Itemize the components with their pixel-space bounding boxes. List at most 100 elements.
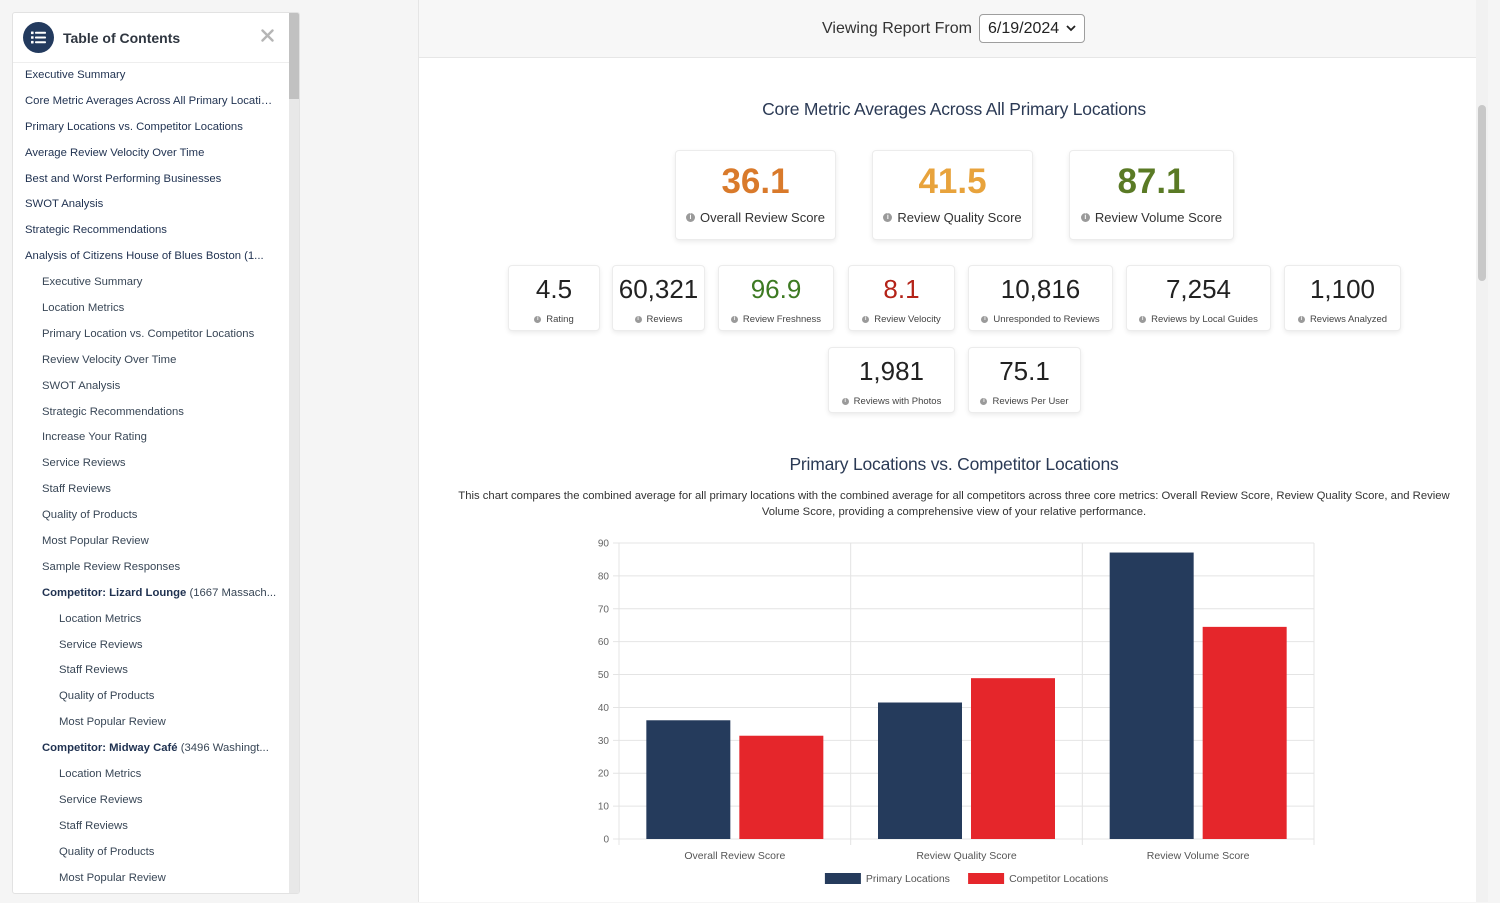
x-tick-label: Review Quality Score (916, 850, 1017, 862)
metric-value: 75.1 (999, 356, 1050, 386)
toc-item-label: Staff Reviews (59, 664, 128, 677)
toc-item[interactable]: SWOT Analysis (13, 374, 290, 400)
toc-scrollbar-thumb[interactable] (289, 13, 299, 99)
toc-item-competitor-name: Competitor: Lizard Lounge (42, 586, 187, 599)
main-scrollbar[interactable] (1476, 0, 1488, 902)
toc-item[interactable]: Executive Summary (13, 63, 290, 89)
comparison-title: Primary Locations vs. Competitor Locatio… (789, 454, 1119, 474)
toc-item[interactable]: Staff Reviews (13, 814, 290, 840)
toc-item-label: Quality of Products (59, 690, 155, 703)
metric-value: 96.9 (750, 274, 802, 304)
toc-item-label: (1667 Massach... (186, 586, 277, 599)
toc-item[interactable]: Quality of Products (13, 684, 290, 710)
metric-value: 1,981 (858, 356, 925, 386)
bar-competitor (739, 735, 824, 839)
x-tick-label: Review Volume Score (1147, 850, 1250, 862)
metric-value: 41.5 (918, 162, 987, 201)
toc-item-label: Best and Worst Performing Businesses (25, 172, 222, 185)
metric-label: Review Freshness (742, 314, 822, 325)
y-tick-label: 80 (598, 571, 610, 582)
info-icon[interactable]: i (1297, 316, 1305, 323)
info-icon[interactable]: i (634, 316, 642, 323)
toc-item[interactable]: Best and Worst Performing Businesses (13, 167, 290, 193)
toc-item-label: Executive Summary (25, 69, 126, 81)
reviews-card: 60,321 i Reviews (612, 265, 705, 331)
review-velocity-card: 8.1 i Review Velocity (848, 265, 955, 331)
toc-item[interactable]: Primary Locations vs. Competitor Locatio… (13, 115, 290, 141)
toc-item[interactable]: Quality of Products (13, 503, 290, 529)
toc-item[interactable]: Location Metrics (13, 762, 290, 788)
toc-item[interactable]: Quality of Products (13, 840, 290, 866)
metric-label: Reviews Per User (992, 396, 1069, 407)
unresponded-reviews-card: 10,816 i Unresponded to Reviews (968, 265, 1113, 331)
toc-item[interactable]: Most Popular Review (13, 710, 290, 736)
review-volume-score-card: 87.1 i Review Volume Score (1069, 150, 1234, 240)
toc-item-label: Service Reviews (59, 793, 143, 806)
toc-item[interactable]: Strategic Recommendations (13, 218, 290, 244)
toc-item[interactable]: Staff Reviews (13, 477, 290, 503)
toc-item-label: Most Popular Review (59, 716, 166, 729)
toc-item[interactable]: Location Metrics (13, 607, 290, 633)
metric-value: 8.1 (883, 274, 920, 304)
toc-item-label: Strategic Recommendations (25, 224, 167, 237)
toc-item-label: Strategic Recommendations (42, 405, 184, 418)
report-date-select[interactable]: 6/19/2024 (978, 14, 1085, 43)
bar-competitor (1202, 626, 1287, 839)
metric-label: Rating (546, 314, 574, 325)
toc-item[interactable]: Increase Your Rating (13, 425, 290, 451)
info-icon[interactable]: i (862, 316, 870, 323)
reviews-with-photos-card: 1,981 i Reviews with Photos (828, 347, 955, 413)
metric-value: 7,254 (1165, 274, 1232, 304)
toc-item[interactable]: Review Velocity Over Time (13, 348, 290, 374)
main-scrollbar-thumb[interactable] (1478, 105, 1486, 281)
info-icon[interactable]: i (730, 316, 738, 323)
toc-item[interactable]: Service Reviews (13, 788, 290, 814)
toc-item[interactable]: Analysis of Citizens House of Blues Bost… (13, 244, 290, 270)
info-icon[interactable]: i (841, 398, 849, 405)
info-icon[interactable]: i (883, 213, 893, 222)
toc-item[interactable]: Core Metric Averages Across All Primary … (13, 89, 290, 115)
toc-item[interactable]: SWOT Analysis (13, 192, 290, 218)
toc-item[interactable]: Competitor: Midway Café (3496 Washingt..… (13, 736, 290, 762)
toc-item-label: Quality of Products (59, 845, 155, 858)
chevron-down-icon (1066, 25, 1076, 32)
toc-item[interactable]: Most Popular Review (13, 866, 290, 892)
toc-item[interactable]: Location Metrics (13, 296, 290, 322)
toc-item[interactable]: Most Popular Review (13, 529, 290, 555)
toc-item[interactable]: Staff Reviews (13, 658, 290, 684)
info-icon[interactable]: i (686, 213, 695, 222)
toc-item[interactable]: Strategic Recommendations (13, 400, 290, 426)
toc-item-competitor-name: Competitor: Midway Café (42, 742, 178, 755)
bar-primary (1109, 552, 1194, 839)
report-date-label: Viewing Report From (822, 19, 972, 37)
y-tick-label: 0 (603, 835, 609, 846)
toc-item[interactable]: Competitor: Lizard Lounge (1667 Massach.… (13, 581, 290, 607)
close-icon[interactable] (259, 27, 275, 43)
toc-item[interactable]: Primary Location vs. Competitor Location… (13, 322, 290, 348)
comparison-description: This chart compares the combined average… (458, 490, 1450, 518)
info-icon[interactable]: i (1139, 316, 1147, 323)
toc-item[interactable]: Sample Review Responses (13, 555, 290, 581)
toc-item[interactable]: Service Reviews (13, 451, 290, 477)
metric-value: 10,816 (1000, 274, 1081, 304)
metric-label: Reviews by Local Guides (1151, 314, 1258, 325)
info-icon[interactable]: i (980, 398, 988, 405)
review-freshness-card: 96.9 i Review Freshness (718, 265, 834, 331)
report-date-bar: Viewing Report From 6/19/2024 (419, 0, 1488, 58)
info-icon[interactable]: i (534, 316, 542, 323)
toc-scrollbar[interactable] (289, 13, 299, 893)
toc-item[interactable]: Average Review Velocity Over Time (13, 141, 290, 167)
metric-label: Reviews with Photos (853, 396, 942, 407)
toc-item[interactable]: Executive Summary (13, 270, 290, 296)
toc-item-label: Primary Locations vs. Competitor Locatio… (25, 120, 243, 133)
info-icon[interactable]: i (1080, 213, 1090, 222)
report-date-value: 6/19/2024 (987, 19, 1060, 37)
y-tick-label: 40 (598, 703, 610, 714)
comparison-chart: 0 10 20 30 40 50 60 70 80 90 Overall Review Score R… (419, 528, 1489, 898)
info-icon[interactable]: i (981, 316, 989, 323)
toc-item-label: Location Metrics (42, 302, 125, 315)
y-tick-label: 60 (598, 637, 610, 648)
metric-value: 36.1 (721, 162, 790, 201)
toc-item[interactable]: Service Reviews (13, 633, 290, 659)
toc-item-label: Primary Location vs. Competitor Location… (42, 327, 255, 340)
